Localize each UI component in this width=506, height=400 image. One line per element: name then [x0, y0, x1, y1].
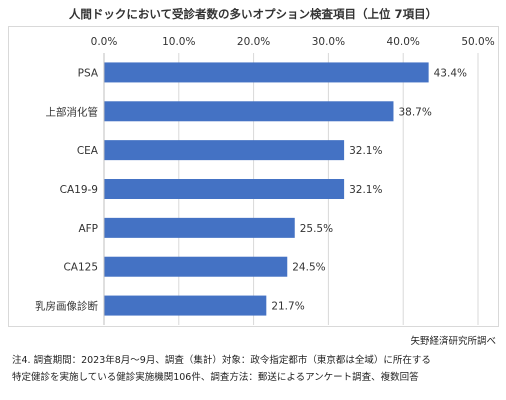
bar-2 — [104, 140, 345, 161]
footnote-line-2: 特定健診を実施している健診実施機関106件、調査方法：郵送によるアンケート調査、… — [12, 372, 419, 383]
bar-1 — [104, 101, 394, 122]
x-tick-label: 50.0% — [461, 36, 494, 48]
data-label: 38.7% — [398, 106, 431, 118]
chart-area: 0.0% 10.0% 20.0% 30.0% 40.0% 50.0% PSA 43.4% 上部消… — [8, 26, 499, 327]
category-label: CA19-9 — [60, 184, 98, 196]
data-label: 32.1% — [349, 145, 382, 157]
data-label: 24.5% — [292, 262, 325, 274]
x-tick-label: 40.0% — [387, 36, 420, 48]
x-tick-label: 10.0% — [162, 36, 195, 48]
chart-title: 人間ドックにおいて受診者数の多いオプション検査項目（上位 7項目） — [68, 7, 438, 21]
x-tick-label: 30.0% — [312, 36, 345, 48]
category-label: 乳房画像診断 — [35, 300, 98, 313]
category-label: CA125 — [63, 262, 98, 274]
bar-5 — [104, 256, 288, 277]
footnote-line-1: 注4. 調査期間：2023年8月～9月、調査（集計）対象：政令指定都市（東京都は… — [12, 355, 431, 366]
source-note: 矢野経済研究所調べ — [410, 336, 496, 347]
category-label: PSA — [78, 67, 99, 79]
bar-0 — [104, 62, 429, 83]
data-label: 43.4% — [434, 67, 467, 79]
x-tick-label: 0.0% — [91, 36, 118, 48]
data-label: 21.7% — [271, 301, 304, 313]
data-label: 25.5% — [300, 223, 333, 235]
x-tick-label: 20.0% — [237, 36, 270, 48]
bar-chart: 0.0% 10.0% 20.0% 30.0% 40.0% 50.0% PSA 43.4% 上部消… — [35, 36, 495, 325]
category-label: AFP — [78, 223, 98, 235]
bar-6 — [104, 295, 267, 316]
bar-4 — [104, 217, 295, 238]
bar-3 — [104, 179, 345, 199]
category-label: CEA — [77, 145, 99, 157]
data-label: 32.1% — [349, 184, 382, 196]
category-label: 上部消化管 — [46, 105, 99, 118]
